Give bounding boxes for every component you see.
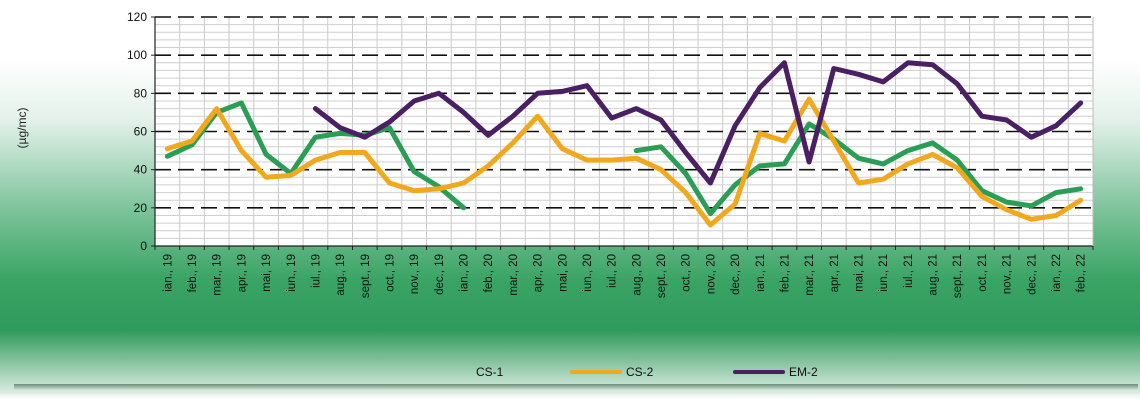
x-tick-label: ian., 22 [1051, 254, 1063, 292]
x-tick-label: aug., 20 [631, 254, 643, 296]
x-tick-label: iun., 21 [878, 254, 890, 292]
legend-swatch-cs-2 [570, 370, 622, 374]
x-tick-label: iun., 19 [286, 254, 298, 292]
y-tick-label: 60 [134, 125, 148, 139]
y-tick-label: 20 [134, 201, 148, 215]
x-tick-label: ian., 21 [755, 254, 767, 292]
y-tick-label: 80 [134, 86, 148, 100]
x-tick-label: feb., 21 [779, 254, 791, 292]
x-tick-label: apr., 19 [236, 254, 248, 292]
y-tick-label: 120 [127, 10, 147, 24]
legend-label-em-2: EM-2 [789, 365, 818, 379]
x-tick-label: feb., 19 [187, 254, 199, 292]
x-tick-label: mar., 21 [804, 254, 816, 296]
x-tick-label: oct., 21 [977, 254, 989, 292]
legend-swatch-em-2 [733, 370, 785, 374]
x-tick-label: iul., 19 [310, 254, 322, 288]
x-tick-label: mai, 19 [261, 254, 273, 292]
x-tick-label: nov., 20 [705, 254, 717, 294]
y-tick-label: 100 [127, 48, 147, 62]
x-tick-label: mai, 21 [854, 254, 866, 292]
y-tick-label: 40 [134, 163, 148, 177]
legend-item-em-2: EM-2 [733, 360, 818, 384]
x-tick-label: ian., 20 [459, 254, 471, 292]
x-tick-label: nov., 19 [409, 254, 421, 294]
x-tick-label: nov., 21 [1002, 254, 1014, 294]
x-tick-label: mar., 20 [508, 254, 520, 296]
x-tick-label: feb., 22 [1076, 254, 1088, 292]
legend-swatch-cs-1 [420, 370, 472, 374]
y-axis-title: (µg/mc) [15, 108, 29, 149]
series-lines [164, 60, 1084, 228]
x-tick-label: ian., 19 [162, 254, 174, 292]
x-tick-label: aug., 19 [335, 254, 347, 296]
x-tick-label: iun., 20 [582, 254, 594, 292]
x-tick-label: mar., 19 [212, 254, 224, 296]
x-tick-label: iul., 20 [607, 254, 619, 288]
series-line-em-2 [312, 60, 1084, 186]
series-line-cs-2 [164, 96, 1084, 228]
x-tick-label: apr., 20 [533, 254, 545, 292]
x-tick-label: dec., 19 [434, 254, 446, 295]
x-tick-label: dec., 20 [730, 254, 742, 295]
legend-label-cs-2: CS-2 [626, 365, 654, 379]
bottom-shadow [14, 384, 1138, 390]
x-tick-label: aug., 21 [928, 254, 940, 296]
x-tick-label: sept., 21 [952, 254, 964, 298]
x-tick-label: sept., 20 [656, 254, 668, 298]
legend: CS-1 CS-2 EM-2 [0, 360, 1140, 384]
tick-labels: 0 20 40 60 80 100 120 ian., 19 feb., 19 mar., 19 a… [127, 10, 1088, 298]
legend-item-cs-1: CS-1 [420, 360, 503, 384]
legend-item-cs-2: CS-2 [570, 360, 653, 384]
x-tick-label: mai, 20 [557, 254, 569, 292]
x-tick-label: iul., 21 [903, 254, 915, 288]
x-tick-label: oct., 19 [385, 254, 397, 292]
series-line-cs-1 [633, 121, 1084, 217]
axes [151, 16, 1094, 250]
y-tick-label: 0 [140, 239, 147, 253]
x-tick-label: feb., 20 [483, 254, 495, 292]
x-tick-label: oct., 20 [681, 254, 693, 292]
x-tick-label: dec., 21 [1026, 254, 1038, 295]
x-tick-label: sept., 19 [360, 254, 372, 298]
legend-label-cs-1: CS-1 [476, 365, 504, 379]
x-tick-label: apr., 21 [829, 254, 841, 292]
